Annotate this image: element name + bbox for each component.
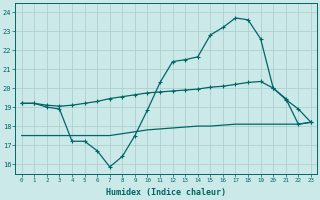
- X-axis label: Humidex (Indice chaleur): Humidex (Indice chaleur): [106, 188, 226, 197]
